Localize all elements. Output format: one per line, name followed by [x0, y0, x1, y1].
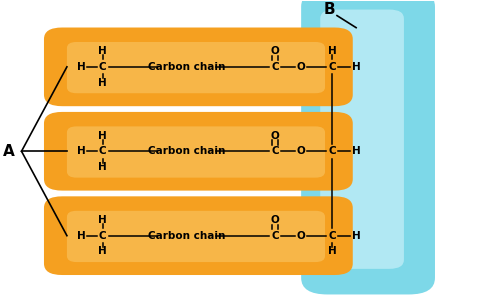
FancyBboxPatch shape — [301, 0, 435, 294]
FancyBboxPatch shape — [67, 127, 325, 178]
Text: H: H — [352, 231, 360, 241]
Text: C: C — [271, 146, 279, 156]
FancyBboxPatch shape — [44, 196, 353, 275]
Text: C: C — [99, 62, 107, 72]
Text: C: C — [271, 231, 279, 241]
Text: H: H — [98, 162, 107, 172]
FancyBboxPatch shape — [44, 112, 353, 191]
Text: A: A — [3, 144, 14, 159]
Text: H: H — [98, 46, 107, 56]
Text: B: B — [324, 2, 336, 17]
Text: C: C — [328, 146, 336, 156]
FancyBboxPatch shape — [44, 27, 353, 106]
FancyBboxPatch shape — [320, 10, 404, 269]
Text: C: C — [99, 231, 107, 241]
Text: H: H — [352, 146, 360, 156]
Text: C: C — [328, 231, 336, 241]
Text: O: O — [271, 46, 279, 56]
Text: H: H — [77, 231, 86, 241]
Text: H: H — [98, 215, 107, 225]
Text: O: O — [297, 62, 305, 72]
Text: H: H — [98, 130, 107, 141]
Text: Carbon chain: Carbon chain — [148, 231, 225, 241]
Text: H: H — [98, 246, 107, 256]
Text: Carbon chain: Carbon chain — [148, 62, 225, 72]
Text: Carbon chain: Carbon chain — [148, 146, 225, 156]
FancyBboxPatch shape — [67, 42, 325, 93]
Text: O: O — [271, 130, 279, 141]
Text: C: C — [328, 62, 336, 72]
Text: H: H — [77, 146, 86, 156]
Text: H: H — [77, 62, 86, 72]
Text: C: C — [271, 62, 279, 72]
Text: O: O — [271, 215, 279, 225]
FancyBboxPatch shape — [67, 211, 325, 262]
Text: H: H — [98, 78, 107, 88]
Text: C: C — [99, 146, 107, 156]
Text: H: H — [352, 62, 360, 72]
Text: H: H — [328, 46, 337, 56]
Text: O: O — [297, 146, 305, 156]
Text: H: H — [328, 246, 337, 256]
Text: O: O — [297, 231, 305, 241]
